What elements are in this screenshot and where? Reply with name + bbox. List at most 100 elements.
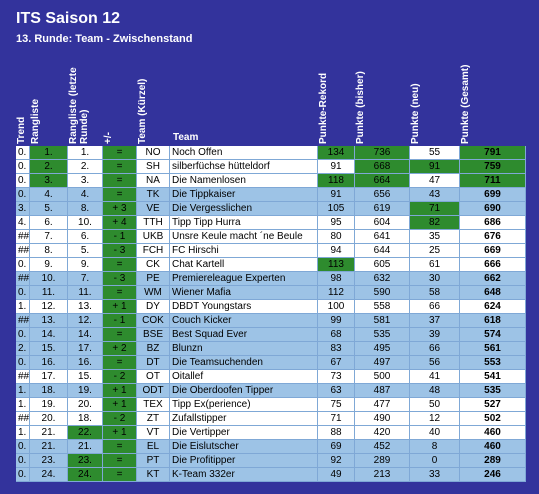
table-cell: 1. [16, 300, 30, 314]
table-cell: 20. [68, 398, 103, 412]
table-cell: 487 [355, 384, 410, 398]
table-cell: FCH [137, 244, 170, 258]
table-cell: 66 [410, 342, 460, 356]
table-cell: TTH [137, 216, 170, 230]
table-cell: Die Vergesslichen [170, 202, 318, 216]
table-cell: 648 [460, 286, 526, 300]
table-cell: Best Squad Ever [170, 328, 318, 342]
table-cell: 558 [355, 300, 410, 314]
table-cell: 91 [318, 160, 355, 174]
table-cell: 5. [30, 202, 68, 216]
table-cell: 92 [318, 454, 355, 468]
table-cell: 113 [318, 258, 355, 272]
table-cell: 535 [460, 384, 526, 398]
table-cell: 1. [30, 146, 68, 160]
table-cell: 16. [68, 356, 103, 370]
table-cell: 2. [16, 342, 30, 356]
table-cell: = [103, 258, 137, 272]
table-cell: 502 [460, 412, 526, 426]
table-cell: OT [137, 370, 170, 384]
table-cell: = [103, 188, 137, 202]
column-header: Punkte (Gesamt) [460, 64, 471, 144]
table-cell: 0. [16, 356, 30, 370]
table-cell: ### [16, 314, 30, 328]
table-cell: + 1 [103, 398, 137, 412]
table-cell: 711 [460, 174, 526, 188]
table-cell: Oitallef [170, 370, 318, 384]
table-cell: 553 [460, 356, 526, 370]
table-cell: + 1 [103, 300, 137, 314]
table-cell: 11. [68, 286, 103, 300]
table-cell: 25 [410, 244, 460, 258]
table-cell: SH [137, 160, 170, 174]
table-cell: 24. [30, 468, 68, 482]
table-cell: 289 [355, 454, 410, 468]
table-cell: Couch Kicker [170, 314, 318, 328]
table-cell: TEX [137, 398, 170, 412]
table-cell: 669 [460, 244, 526, 258]
table-cell: 16. [30, 356, 68, 370]
table-cell: ### [16, 272, 30, 286]
table-cell: 95 [318, 216, 355, 230]
column-header: +/- [103, 132, 114, 144]
table-cell: ### [16, 230, 30, 244]
table-cell: 0. [16, 146, 30, 160]
table-cell: 15. [68, 370, 103, 384]
table-cell: 500 [355, 370, 410, 384]
table-cell: 0. [16, 468, 30, 482]
table-cell: 0. [16, 258, 30, 272]
table-cell: UKB [137, 230, 170, 244]
table-cell: 47 [410, 174, 460, 188]
table-cell: 22. [68, 426, 103, 440]
table-cell: = [103, 286, 137, 300]
table-cell: + 3 [103, 202, 137, 216]
table-cell: DT [137, 356, 170, 370]
table-cell: 15. [30, 342, 68, 356]
table-cell: 4. [16, 216, 30, 230]
table-cell: + 2 [103, 342, 137, 356]
table-cell: ### [16, 370, 30, 384]
table-cell: - 3 [103, 244, 137, 258]
table-cell: 690 [460, 202, 526, 216]
table-cell: Wiener Mafia [170, 286, 318, 300]
table-cell: 619 [355, 202, 410, 216]
table-cell: 477 [355, 398, 410, 412]
table-cell: 17. [68, 342, 103, 356]
table-cell: 541 [460, 370, 526, 384]
table-cell: 66 [410, 300, 460, 314]
table-cell: 100 [318, 300, 355, 314]
table-cell: 19. [30, 398, 68, 412]
table-cell: 71 [410, 202, 460, 216]
table-cell: 0. [16, 328, 30, 342]
table-cell: 39 [410, 328, 460, 342]
table-cell: 24. [68, 468, 103, 482]
table-cell: Blunzn [170, 342, 318, 356]
column-header: Rangliste (letzte Runde) [68, 67, 90, 144]
column-header: Rangliste [30, 98, 41, 144]
table-cell: = [103, 356, 137, 370]
table-cell: 759 [460, 160, 526, 174]
table-cell: = [103, 160, 137, 174]
table-cell: 590 [355, 286, 410, 300]
table-cell: 82 [410, 216, 460, 230]
table-cell: 69 [318, 440, 355, 454]
table-cell: VT [137, 426, 170, 440]
table-cell: Zufallstipper [170, 412, 318, 426]
table-cell: 0. [16, 286, 30, 300]
table-cell: 8. [68, 202, 103, 216]
table-cell: - 1 [103, 314, 137, 328]
table-cell: 2. [68, 160, 103, 174]
table-cell: 460 [460, 426, 526, 440]
column-header: Punkte (bisher) [355, 71, 366, 144]
table-cell: 30 [410, 272, 460, 286]
table-cell: 0. [16, 454, 30, 468]
table-cell: = [103, 174, 137, 188]
table-cell: 63 [318, 384, 355, 398]
table-cell: 91 [410, 160, 460, 174]
table-cell: 8 [410, 440, 460, 454]
table-cell: 7. [30, 230, 68, 244]
table-cell: 43 [410, 188, 460, 202]
table-cell: 656 [355, 188, 410, 202]
table-cell: Die Teamsuchenden [170, 356, 318, 370]
